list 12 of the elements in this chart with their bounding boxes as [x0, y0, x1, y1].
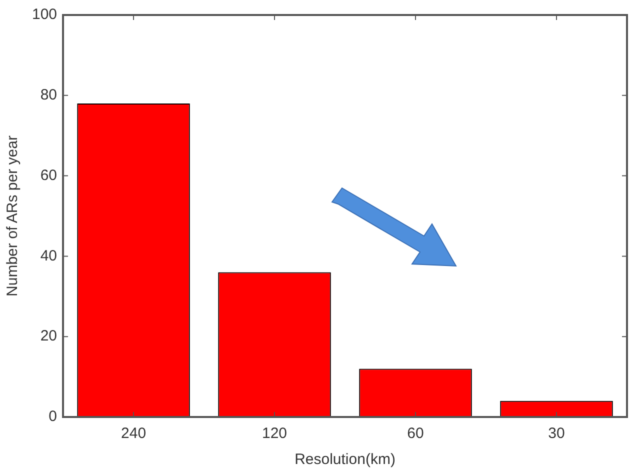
x-axis-title: Resolution(km) [294, 451, 396, 468]
x-tick-label: 30 [548, 425, 565, 442]
y-tick-label: 20 [40, 328, 58, 345]
x-tick-label: 60 [407, 425, 424, 442]
y-tick-label: 40 [40, 247, 58, 264]
y-tick-label: 100 [32, 6, 58, 24]
y-tick-label: 60 [40, 166, 58, 184]
x-tick-label: 240 [121, 425, 146, 442]
x-tick-label: 120 [262, 425, 288, 442]
y-tick-label: 0 [48, 408, 58, 426]
y-axis-title: Number of ARs per year [4, 136, 22, 296]
y-tick-label: 80 [40, 86, 58, 104]
